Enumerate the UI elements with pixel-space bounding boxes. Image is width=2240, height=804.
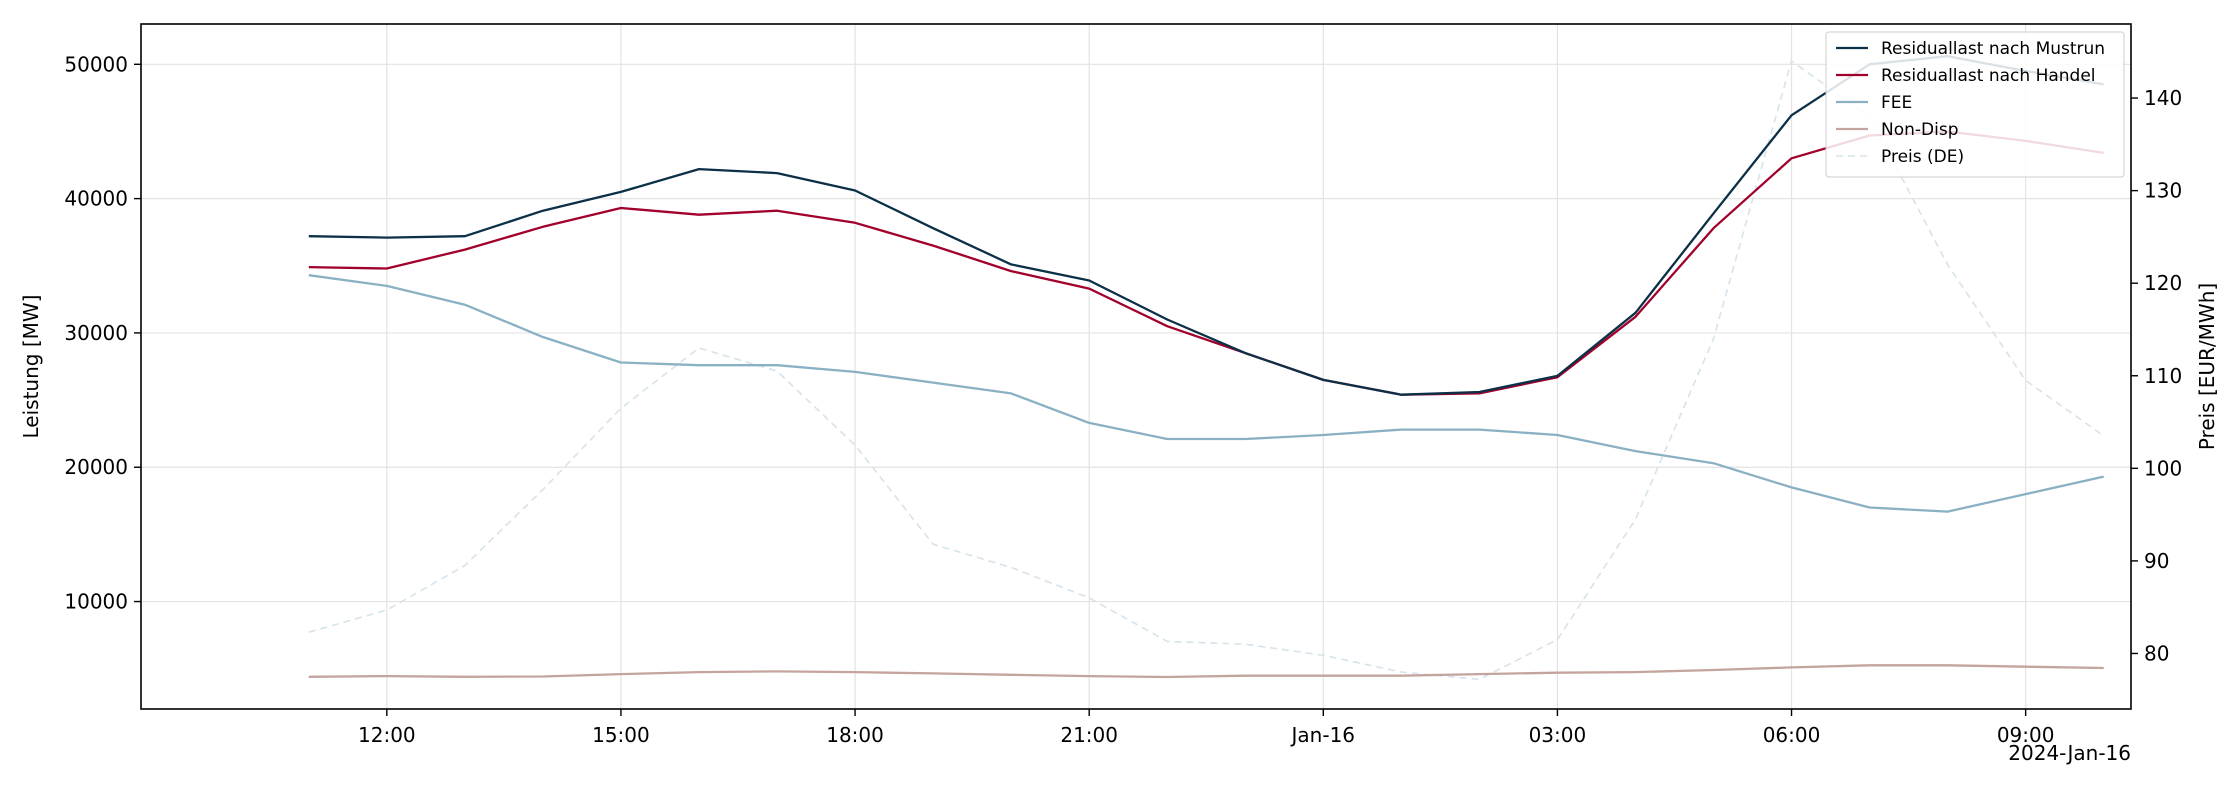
y-left-tick-label: 30000 — [64, 321, 128, 345]
plot-frame — [140, 23, 2132, 710]
series-line-1 — [308, 130, 2104, 396]
x-tick-label: 03:00 — [1529, 723, 1587, 747]
y-axis-left-ticks: 10000 20000 30000 40000 50000 — [64, 52, 141, 614]
y-axis-right-ticks: 80 90 100 110 120 130 140 — [2131, 86, 2182, 665]
x-axis-date-label: 2024-Jan-16 — [2008, 741, 2131, 765]
legend-items: Residuallast nach Mustrun Residuallast na… — [1836, 39, 2105, 167]
x-axis-ticks: 12:00 15:00 18:00 21:00 Jan-16 03:00 06:00 09:0… — [358, 709, 2054, 747]
y-left-tick-label: 20000 — [64, 455, 128, 479]
series-lines — [308, 55, 2105, 681]
legend-label-4: Preis (DE) — [1881, 147, 1964, 167]
legend-label-1: Residuallast nach Handel — [1881, 66, 2096, 86]
x-tick-label: 12:00 — [358, 723, 416, 747]
y-right-tick-label: 120 — [2144, 271, 2182, 295]
x-tick-label: Jan-16 — [1290, 723, 1356, 747]
legend-label-2: FEE — [1881, 93, 1912, 113]
y-axis-right-label: Preis [EUR/MWh] — [2195, 283, 2219, 450]
y-right-tick-label: 100 — [2144, 456, 2182, 480]
x-tick-label: 15:00 — [592, 723, 650, 747]
series-line-0 — [308, 55, 2104, 396]
legend: Residuallast nach Mustrun Residuallast na… — [1825, 31, 2125, 178]
y-axis-left-label: Leistung [MW] — [19, 295, 43, 439]
x-tick-label: 21:00 — [1060, 723, 1118, 747]
y-right-tick-label: 110 — [2144, 364, 2182, 388]
y-right-tick-label: 140 — [2144, 86, 2182, 110]
series-line-3 — [308, 664, 2104, 679]
x-tick-label: 09:00 — [1997, 723, 2055, 747]
x-tick-label: 06:00 — [1763, 723, 1821, 747]
legend-label-3: Non-Disp — [1881, 120, 1959, 140]
grid-lines — [141, 24, 2131, 709]
series-line-2 — [308, 274, 2104, 513]
series-line-4 — [308, 60, 2105, 681]
y-right-tick-label: 90 — [2144, 549, 2169, 573]
y-right-tick-label: 130 — [2144, 179, 2182, 203]
y-left-tick-label: 10000 — [64, 590, 128, 614]
legend-box — [1825, 31, 2125, 178]
y-left-tick-label: 40000 — [64, 187, 128, 211]
x-tick-label: 18:00 — [826, 723, 884, 747]
legend-label-0: Residuallast nach Mustrun — [1881, 39, 2105, 59]
y-left-tick-label: 50000 — [64, 52, 128, 76]
y-right-tick-label: 80 — [2144, 641, 2169, 665]
